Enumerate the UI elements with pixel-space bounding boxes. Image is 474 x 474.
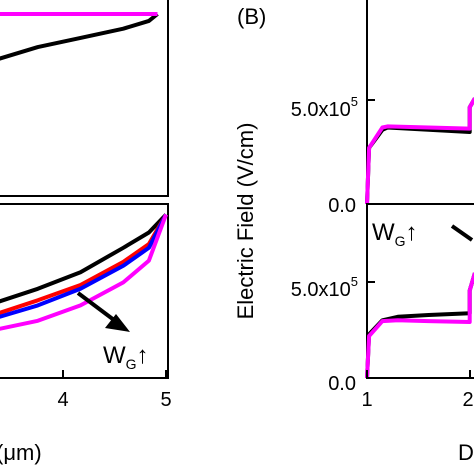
panel-bottom-left: 4 5 (μm) WG↑ — [0, 203, 172, 465]
wg-label-left: WG↑ — [103, 342, 149, 372]
y-tick-label-top-5e5: 5.0x105 — [291, 94, 358, 121]
series-line-top-left-0 — [0, 12, 159, 61]
wg-annotation-right: WG↑ — [372, 219, 474, 249]
wg-arrow-left-shaft — [76, 291, 120, 325]
wg-arrow-left-head — [105, 314, 130, 332]
x-axis-label-bottom-right: D — [458, 440, 474, 465]
wg-label-right: WG↑ — [372, 219, 418, 249]
y-axis-label-right: Electric Field (V/cm) — [233, 123, 258, 320]
y-tick-label-bottom-5e5: 5.0x105 — [291, 274, 358, 301]
x-tick-label-2: 2 — [462, 389, 473, 411]
panel-top-right: 5.0x105 0.0 — [291, 0, 474, 217]
wg-annotation-left: WG↑ — [76, 291, 149, 372]
series-line-bottom-left-0 — [0, 213, 168, 304]
series-group-top-left — [0, 12, 159, 61]
panel-label-b: (B) — [237, 4, 266, 29]
series-line-top-right-0 — [365, 97, 474, 205]
series-line-top-right-1 — [365, 97, 474, 205]
series-group-bottom-right — [365, 272, 474, 379]
axis-frame-bottom-left — [0, 203, 169, 379]
panel-bottom-right: 5.0x105 0.0 1 2 D — [291, 203, 474, 465]
x-axis-label-bottom-left: (μm) — [0, 440, 42, 465]
x-tick-label-5: 5 — [160, 389, 171, 411]
x-tick-label-1: 1 — [361, 389, 372, 411]
x-tick-label-4: 4 — [57, 389, 68, 411]
series-group-bottom-left — [0, 213, 168, 331]
series-group-top-right — [365, 97, 474, 205]
series-line-bottom-left-1 — [0, 213, 168, 315]
series-line-bottom-right-0 — [365, 272, 474, 379]
y-tick-label-bottom-0: 0.0 — [328, 373, 356, 395]
y-tick-label-top-0: 0.0 — [328, 195, 356, 217]
axis-frame-top-left — [0, 0, 169, 197]
axis-frame-top-right — [366, 0, 474, 205]
series-line-bottom-left-3 — [0, 213, 168, 331]
series-line-bottom-right-1 — [365, 272, 474, 379]
wg-arrow-right-shaft — [450, 224, 474, 242]
axis-frame-bottom-right — [366, 203, 474, 379]
series-line-bottom-left-2 — [0, 213, 168, 319]
panel-top-left — [0, 0, 169, 197]
